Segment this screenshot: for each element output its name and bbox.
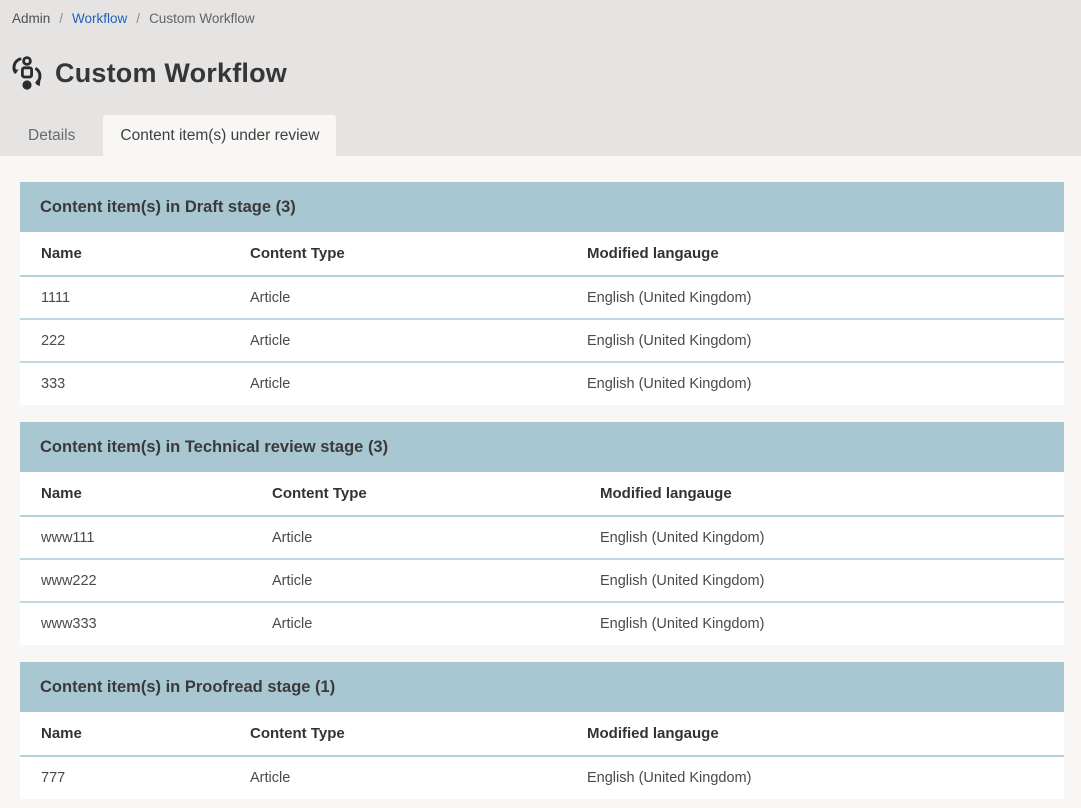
content-items-table: Name Content Type Modified langauge www1… (20, 472, 1064, 645)
cell-name: www111 (20, 516, 251, 560)
cell-modified-language: English (United Kingdom) (579, 559, 1064, 603)
cell-modified-language: English (United Kingdom) (587, 376, 752, 392)
page-title: Custom Workflow (55, 57, 287, 88)
breadcrumb-item-admin[interactable]: Admin (12, 11, 51, 26)
stage-section-proofread: Content item(s) in Proofread stage (1) N… (20, 662, 1064, 799)
content-items-table: Name Content Type Modified langauge 1111… (20, 232, 1064, 405)
table-row: 1111 Article English (United Kingdom) (20, 276, 1064, 320)
table-row: 777 Article English (United Kingdom) (20, 756, 1064, 799)
cell-content-type: Article (229, 319, 566, 363)
cell-content-type: Article (251, 516, 579, 560)
column-header-modified-language: Modified langauge (566, 712, 1064, 757)
tab-content-items-under-review[interactable]: Content item(s) under review (103, 115, 337, 156)
stage-section-title: Content item(s) in Draft stage (3) (20, 182, 1064, 232)
stage-section-title: Content item(s) in Proofread stage (1) (20, 662, 1064, 712)
cell-content-type: Article (250, 376, 291, 392)
stage-section-title: Content item(s) in Technical review stag… (20, 422, 1064, 472)
cell-content-type: Article (229, 276, 566, 320)
column-header-content-type: Content Type (229, 232, 566, 277)
column-header-modified-language: Modified langauge (579, 472, 1064, 517)
cell-content-type: Article (251, 559, 579, 603)
table-header-row: Name Content Type Modified langauge (20, 232, 1064, 277)
stage-section-draft: Content item(s) in Draft stage (3) Name … (20, 182, 1064, 405)
stage-section-technical-review: Content item(s) in Technical review stag… (20, 422, 1064, 645)
cell-modified-language: English (United Kingdom) (566, 276, 1064, 320)
breadcrumb-item-workflow[interactable]: Workflow (72, 11, 128, 26)
table-row: www111 Article English (United Kingdom) (20, 516, 1064, 560)
breadcrumb-separator: / (136, 11, 141, 26)
cell-name: 777 (41, 770, 66, 786)
column-header-name: Name (20, 232, 229, 277)
page-header: Admin / Workflow / Custom Workflow Custo… (0, 0, 1081, 156)
column-header-name: Name (20, 472, 251, 517)
workflow-icon (10, 54, 44, 92)
cell-name: www222 (20, 559, 251, 603)
table-row: www222 Article English (United Kingdom) (20, 559, 1064, 603)
cell-content-type: Article (250, 770, 291, 786)
cell-modified-language: English (United Kingdom) (600, 616, 765, 632)
breadcrumb-separator: / (59, 11, 64, 26)
breadcrumb: Admin / Workflow / Custom Workflow (12, 11, 255, 26)
breadcrumb-item-current: Custom Workflow (149, 11, 255, 26)
tab-bar: Details Content item(s) under review (0, 115, 337, 156)
title-row: Custom Workflow (10, 54, 287, 92)
table-row: 222 Article English (United Kingdom) (20, 319, 1064, 363)
table-row: 333 Article English (United Kingdom) (20, 362, 1064, 405)
cell-modified-language: English (United Kingdom) (579, 516, 1064, 560)
table-header-row: Name Content Type Modified langauge (20, 712, 1064, 757)
tab-details[interactable]: Details (28, 127, 76, 144)
cell-name: www333 (41, 616, 97, 632)
cell-modified-language: English (United Kingdom) (587, 770, 752, 786)
column-header-content-type: Content Type (229, 712, 566, 757)
table-row: www333 Article English (United Kingdom) (20, 602, 1064, 645)
content-area: Content item(s) in Draft stage (3) Name … (0, 156, 1081, 808)
column-header-name: Name (20, 712, 229, 757)
cell-name: 222 (20, 319, 229, 363)
content-items-table: Name Content Type Modified langauge 777 … (20, 712, 1064, 799)
column-header-content-type: Content Type (251, 472, 579, 517)
table-header-row: Name Content Type Modified langauge (20, 472, 1064, 517)
cell-name: 1111 (20, 276, 229, 320)
cell-modified-language: English (United Kingdom) (566, 319, 1064, 363)
cell-content-type: Article (272, 616, 313, 632)
column-header-modified-language: Modified langauge (566, 232, 1064, 277)
cell-name: 333 (41, 376, 66, 392)
